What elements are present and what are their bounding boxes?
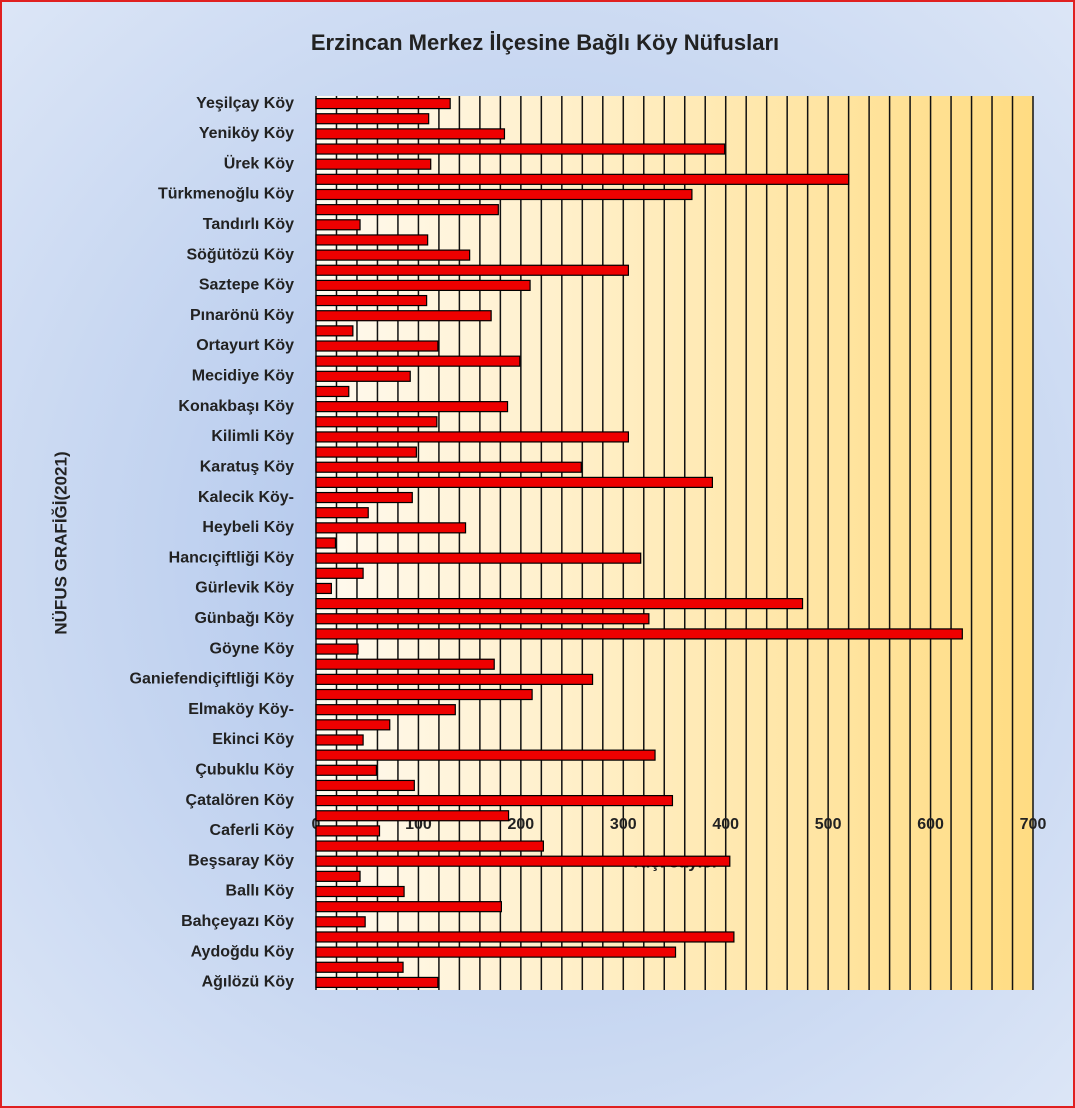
bar: [315, 673, 594, 685]
y-tick-label: Heybeli Köy: [202, 519, 294, 536]
bar: [315, 476, 713, 488]
bar: [315, 567, 364, 579]
bar: [315, 552, 642, 564]
y-tick-label: Ekinci Köy: [212, 731, 294, 748]
bar: [315, 279, 531, 292]
y-axis-label: NÜFUS GRAFİĞİ(2021): [51, 451, 70, 634]
bar: [315, 825, 381, 837]
bar: [315, 719, 391, 731]
y-tick-label: Beşsaray Köy: [188, 852, 294, 869]
bar: [315, 870, 361, 882]
y-tick-label: Konakbaşı Köy: [178, 398, 294, 415]
y-tick-label: Saztepe Köy: [199, 277, 294, 294]
bar: [315, 794, 674, 807]
bar: [315, 446, 417, 458]
bar: [315, 461, 582, 473]
bar: [315, 128, 506, 140]
y-tick-label: Türkmenoğlu Köy: [158, 186, 294, 203]
y-tick-label: Yeşilçay Köy: [196, 95, 294, 112]
bar: [315, 961, 404, 973]
bar: [315, 810, 510, 822]
bar: [315, 310, 492, 322]
y-tick-label: Göyne Köy: [210, 640, 295, 657]
bar: [315, 234, 429, 246]
bar: [315, 264, 630, 276]
x-tick-label: 400: [712, 816, 739, 833]
bar: [315, 840, 544, 852]
y-tick-label: Ürek Köy: [224, 153, 294, 172]
y-tick-label: Kilimli Köy: [211, 428, 294, 445]
bar: [315, 764, 378, 776]
x-tick-label: 600: [917, 816, 944, 833]
bar: [315, 613, 650, 625]
bar: [315, 173, 850, 185]
y-tick-label: Caferli Köy: [210, 822, 295, 839]
y-tick-label: Hancıçiftliği Köy: [169, 549, 294, 566]
y-tick-label: Ballı Köy: [226, 883, 295, 900]
bar: [315, 688, 533, 701]
bar: [315, 855, 731, 867]
bar: [315, 628, 963, 640]
bar: [315, 582, 332, 595]
x-tick-label: 700: [1020, 816, 1047, 833]
bar: [315, 507, 369, 519]
bar: [315, 431, 630, 443]
bar: [315, 734, 364, 746]
y-tick-label: Pınarönü Köy: [190, 307, 294, 324]
bar: [315, 249, 471, 261]
bar: [315, 537, 337, 549]
bar: [315, 401, 509, 413]
bar: [315, 158, 432, 170]
bar: [315, 97, 451, 110]
bar: [315, 416, 438, 428]
bar: [315, 522, 467, 534]
chart-title: Erzincan Merkez İlçesine Bağlı Köy Nüfus…: [311, 30, 779, 55]
y-tick-label: Gürlevik Köy: [195, 580, 294, 597]
bar: [315, 946, 677, 958]
bar: [315, 491, 413, 504]
x-tick-label: 500: [815, 816, 842, 833]
bar: [315, 885, 405, 898]
bar: [315, 355, 521, 367]
bar: [315, 658, 495, 670]
y-tick-label: Karatuş Köy: [200, 458, 294, 475]
y-tick-label: Bahçeyazı Köy: [181, 913, 294, 930]
y-tick-label: Ganiefendiçiftliği Köy: [130, 671, 295, 688]
y-tick-label: Günbağı Köy: [194, 610, 294, 627]
bar: [315, 219, 361, 231]
bar: [315, 188, 693, 201]
y-tick-label: Aydoğdu Köy: [191, 943, 295, 960]
bar: [315, 976, 439, 989]
y-tick-label: Kalecik Köy-: [198, 489, 294, 506]
y-tick-label: Tandırlı Köy: [203, 216, 294, 233]
bar: [315, 779, 415, 792]
x-tick-label: 0: [312, 816, 321, 833]
x-tick-label: 200: [508, 816, 535, 833]
bar: [315, 901, 502, 913]
y-tick-label: Elmaköy Köy-: [188, 701, 294, 718]
bar: [315, 143, 726, 155]
y-tick-label: Çubuklu Köy: [195, 762, 294, 779]
bar: [315, 340, 439, 352]
y-tick-label: Çatalören Köy: [186, 792, 295, 809]
bar: [315, 931, 735, 943]
y-tick-label: Söğütözü Köy: [186, 246, 294, 263]
bar: [315, 916, 366, 928]
bar: [315, 643, 359, 655]
y-tick-label: Mecidiye Köy: [192, 368, 294, 385]
bar: [315, 325, 354, 337]
y-tick-label: Yeniköy Köy: [199, 125, 294, 142]
bar: [315, 204, 499, 216]
bar: [315, 749, 656, 761]
x-tick-label: 300: [610, 816, 637, 833]
bar: [315, 370, 411, 382]
bar: [315, 113, 430, 125]
bar: [315, 704, 456, 716]
bar: [315, 385, 350, 398]
y-tick-label: Ortayurt Köy: [196, 337, 294, 354]
bar: [315, 294, 428, 307]
bar: [315, 598, 804, 610]
y-tick-label: Ağılözü Köy: [202, 974, 295, 991]
